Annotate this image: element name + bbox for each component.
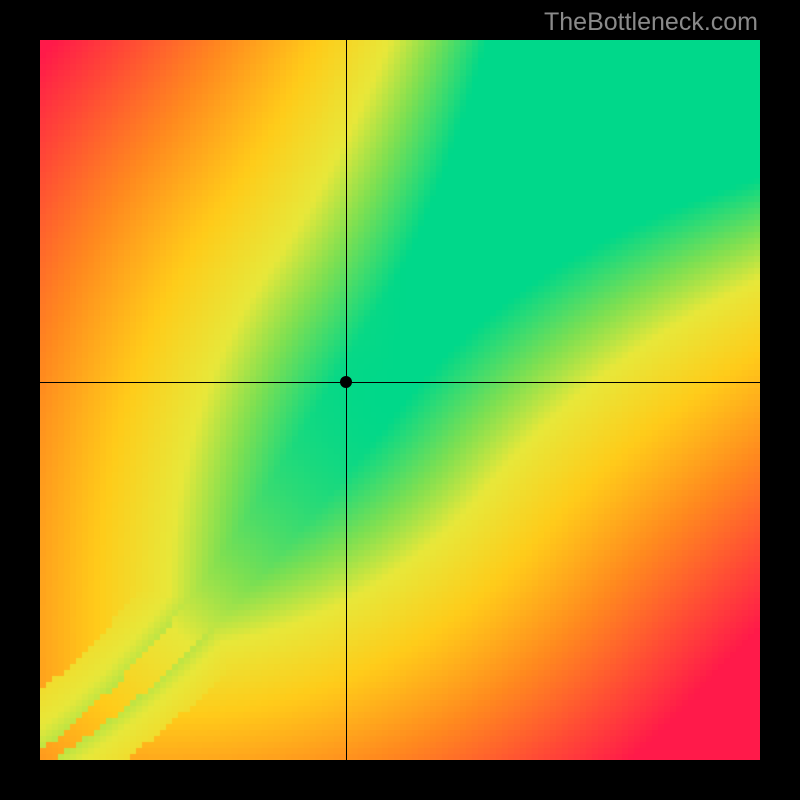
watermark-text: TheBottleneck.com	[544, 8, 758, 37]
crosshair-marker	[340, 376, 352, 388]
heatmap-canvas	[40, 40, 760, 760]
heatmap-plot	[40, 40, 760, 760]
crosshair-horizontal	[40, 382, 760, 383]
crosshair-vertical	[346, 40, 347, 760]
